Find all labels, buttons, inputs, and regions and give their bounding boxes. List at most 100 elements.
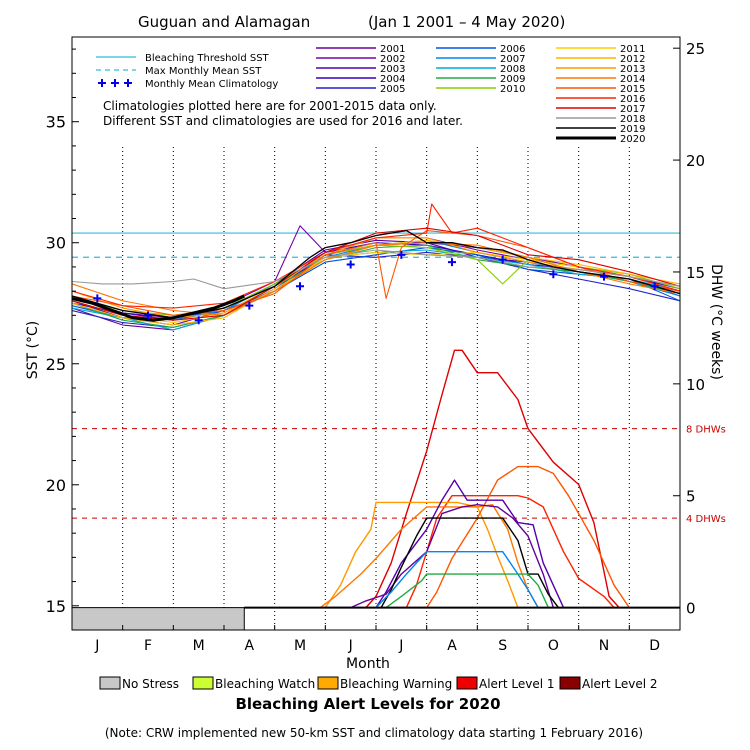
climatology-note-1: Climatologies plotted here are for 2001-…	[103, 99, 437, 113]
legend-label-1: Max Monthly Mean SST	[145, 66, 262, 77]
climatology-marker-9	[498, 255, 507, 264]
legend-year-label-2007: 2007	[500, 54, 525, 65]
sst-line-2017	[72, 227, 680, 321]
dhw-tick-label-0: 0	[686, 600, 696, 618]
dhw-ref-label-8: 8 DHWs	[686, 425, 726, 436]
month-label-11: D	[649, 638, 660, 654]
legend-label-0: Bleaching Threshold SST	[145, 53, 270, 64]
alert-swatch-4	[559, 676, 581, 690]
legend-year-label-2012: 2012	[620, 54, 645, 65]
alert-label-0: No Stress	[122, 677, 179, 691]
legend-year-label-2019: 2019	[620, 124, 645, 135]
dhw-line-2003	[325, 479, 565, 609]
x-axis-label: Month	[346, 656, 390, 672]
dhw-line-2019	[380, 517, 559, 609]
legend-year-label-2020: 2020	[620, 134, 645, 145]
sst-tick-label-15: 15	[46, 597, 66, 616]
month-label-8: S	[498, 638, 507, 654]
legend-year-label-2001: 2001	[380, 44, 405, 55]
climatology-note-2: Different SST and climatologies are used…	[103, 114, 463, 128]
legend-label-2: Monthly Mean Climatology	[145, 79, 278, 90]
dhw-tick-label-15: 15	[686, 264, 705, 282]
month-label-4: M	[294, 638, 306, 654]
dhw-line-2014	[319, 504, 539, 609]
chart-title-dates: (Jan 1 2001 – 4 May 2020)	[368, 13, 565, 31]
climatology-markers	[93, 250, 659, 325]
dhw-tick-label-5: 5	[686, 488, 696, 506]
climatology-marker-3	[194, 316, 203, 325]
sst-line-2019	[72, 229, 680, 319]
y-axis-left-label: SST (°C)	[25, 321, 41, 379]
climatology-marker-10	[549, 270, 558, 279]
legend-year-label-2018: 2018	[620, 114, 645, 125]
legend-year-label-2010: 2010	[500, 84, 525, 95]
month-label-10: N	[599, 638, 609, 654]
alert-label-3: Alert Level 1	[479, 677, 555, 691]
sst-tick-label-25: 25	[46, 355, 66, 374]
month-label-1: F	[144, 638, 152, 654]
dhw-tick-label-10: 10	[686, 376, 705, 394]
alert-swatch-0	[99, 676, 121, 690]
y-axis-right-label: DHW (°C weeks)	[708, 264, 724, 380]
legend-year-label-2002: 2002	[380, 54, 405, 65]
month-label-6: J	[398, 638, 403, 654]
sst-tick-label-35: 35	[46, 113, 66, 132]
dhw-tick-label-20: 20	[686, 152, 705, 170]
climatology-marker-8	[448, 258, 456, 267]
no-stress-band-2020	[71, 607, 245, 631]
month-label-5: J	[348, 638, 353, 654]
month-label-7: A	[447, 638, 457, 654]
legend-climatology-marker	[124, 79, 132, 87]
legend-climatology-marker	[98, 79, 106, 87]
dhw-series	[319, 349, 630, 609]
alert-levels-legend: No Stress Bleaching Watch Bleaching Warnin…	[99, 676, 658, 691]
dhw-line-2006	[375, 551, 539, 609]
month-label-9: O	[548, 638, 559, 654]
legend-year-label-2004: 2004	[380, 74, 405, 85]
footnote: (Note: CRW implemented new 50-km SST and…	[105, 726, 643, 740]
legend-year-label-2016: 2016	[620, 94, 645, 105]
month-gridlines	[122, 147, 630, 630]
climatology-marker-11	[600, 272, 608, 281]
alert-swatch-2	[317, 676, 339, 690]
legend-year-label-2015: 2015	[620, 84, 645, 95]
month-label-2: M	[193, 638, 205, 654]
climatology-marker-12	[650, 282, 659, 291]
dhw-line-2015	[396, 465, 630, 609]
dhw-tick-label-25: 25	[686, 40, 705, 58]
alert-label-1: Bleaching Watch	[215, 677, 315, 691]
alert-swatch-1	[192, 676, 214, 690]
climatology-marker-5	[296, 282, 304, 291]
legend-year-label-2005: 2005	[380, 84, 405, 95]
climatology-marker-1	[93, 294, 102, 303]
sst-series	[72, 203, 680, 331]
legend-year-label-2006: 2006	[500, 44, 525, 55]
alert-levels-title: Bleaching Alert Levels for 2020	[235, 695, 500, 713]
dhw-line-2001	[325, 504, 554, 609]
legend-year-label-2009: 2009	[500, 74, 525, 85]
legend-year-label-2011: 2011	[620, 44, 645, 55]
chart-title-region: Guguan and Alamagan	[138, 13, 310, 31]
dhw-ref-label-4: 4 DHWs	[686, 514, 726, 525]
alert-swatch-3	[456, 676, 478, 690]
alert-label-2: Bleaching Warning	[340, 677, 452, 691]
legend-climatology-marker	[111, 79, 119, 87]
dhw-line-2013	[324, 501, 519, 608]
climatology-marker-2	[144, 311, 152, 320]
dhw-line-2009	[385, 573, 549, 609]
legend: Bleaching Threshold SST Max Monthly Mean …	[96, 44, 645, 145]
sst-line-2020	[72, 294, 245, 322]
climatology-marker-7	[397, 250, 406, 259]
sst-tick-label-30: 30	[46, 234, 66, 253]
legend-year-label-2014: 2014	[620, 74, 645, 85]
month-label-3: A	[245, 638, 255, 654]
climatology-marker-6	[346, 260, 355, 269]
legend-year-label-2013: 2013	[620, 64, 645, 75]
legend-year-label-2008: 2008	[500, 64, 525, 75]
alert-label-4: Alert Level 2	[582, 677, 658, 691]
axes: 15 20 25 30 35 0 5 10 15 20 25 8 DHWs 4 DHWs J F M A M J J A…	[46, 40, 726, 654]
legend-year-label-2017: 2017	[620, 104, 645, 115]
month-label-0: J	[94, 638, 99, 654]
sst-line-2016	[72, 203, 680, 309]
